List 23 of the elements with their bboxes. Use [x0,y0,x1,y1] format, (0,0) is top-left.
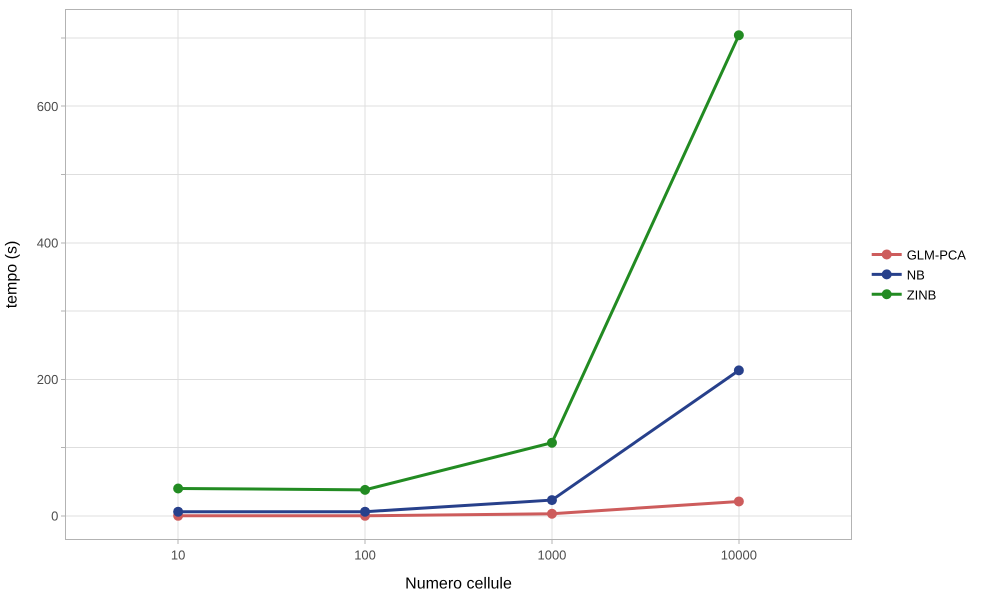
legend-label: ZINB [906,287,936,302]
point [546,508,557,519]
point [734,365,744,376]
point [546,495,557,506]
point [360,506,370,517]
point [734,496,744,506]
x-axis-title: Numero cellule [405,575,512,592]
y-tick-label: 400 [36,235,58,250]
legend-label: NB [906,267,925,282]
point [360,484,370,495]
x-tick-label: 1000 [537,548,566,563]
x-tick-label: 10 [170,548,186,563]
y-tick-label: 0 [51,508,58,524]
point [173,483,184,494]
y-axis-title: tempo (s) [4,240,21,308]
point [734,30,744,40]
legend-label: GLM-PCA [906,248,966,263]
point [173,506,184,517]
y-tick-label: 200 [36,372,58,387]
x-tick-label: 100 [354,548,376,563]
x-tick-label: 10000 [720,548,757,563]
y-tick-label: 600 [36,98,58,114]
point [546,438,557,448]
